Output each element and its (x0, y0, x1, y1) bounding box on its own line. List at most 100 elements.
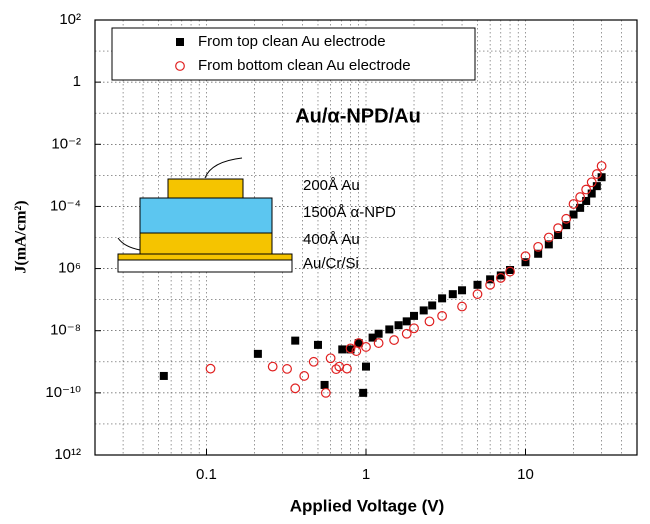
legend: From top clean Au electrode From bottom c… (111, 27, 476, 81)
point (362, 362, 370, 371)
point (592, 182, 601, 191)
point (591, 169, 602, 179)
point (290, 383, 301, 394)
wire (204, 157, 243, 179)
legend-label: From top clean Au electrode (198, 33, 386, 50)
y-tick-label: 10⁻⁴ (50, 197, 81, 214)
y-tick-label: 10⁶ (58, 260, 81, 277)
point (320, 380, 329, 389)
point (409, 323, 419, 334)
point (401, 328, 412, 339)
point (596, 161, 607, 171)
point (346, 345, 355, 354)
point (562, 221, 571, 230)
point (308, 356, 319, 367)
npd-layer (139, 197, 273, 234)
y-axis-label: J(mA/cm²) (13, 200, 30, 273)
point (575, 192, 586, 202)
point (385, 325, 394, 334)
point (544, 240, 553, 249)
point (320, 387, 331, 398)
y-tick-label: 10⁻¹⁰ (45, 384, 81, 401)
point (473, 280, 482, 289)
point (597, 173, 606, 182)
layer-label: 400Å Au (303, 231, 360, 248)
layer-label: Au/Cr/Si (303, 255, 359, 272)
y-tick-label: 10¹² (54, 446, 81, 463)
point (582, 196, 591, 205)
point (520, 251, 531, 262)
point (472, 289, 483, 300)
y-tick-label: 10⁻⁸ (50, 322, 81, 339)
substrate (117, 259, 293, 273)
point (389, 335, 399, 345)
point (448, 290, 457, 299)
point (458, 286, 467, 295)
point (424, 316, 435, 327)
grid (95, 19, 637, 456)
point (331, 364, 342, 375)
point (253, 349, 262, 358)
point (553, 223, 563, 234)
point (586, 177, 597, 188)
point (534, 249, 543, 258)
y-tick-label: 10² (59, 11, 81, 28)
x-axis-label: Applied Voltage (V) (290, 496, 445, 515)
point (338, 345, 347, 354)
point (402, 317, 411, 326)
point (561, 213, 572, 224)
y-tick-label: 1 (73, 73, 81, 90)
point (505, 266, 515, 277)
inset-diagram: 200Å Au 1500Å α-NPD 400Å Au Au/Cr/Si (117, 157, 396, 273)
point (325, 353, 336, 364)
point (554, 231, 563, 240)
wire (117, 237, 141, 251)
point (581, 184, 592, 195)
point (521, 258, 530, 267)
point (205, 363, 216, 374)
point (485, 279, 496, 290)
layer-label: 1500Å α-NPD (303, 204, 396, 221)
point (410, 311, 419, 320)
point (361, 342, 371, 352)
point (368, 333, 377, 342)
x-tick-label: 10 (517, 466, 534, 483)
legend-marker (176, 38, 184, 46)
point (394, 321, 403, 330)
x-tick-label: 0.1 (196, 466, 217, 483)
point (437, 310, 448, 321)
x-tick-label: 1 (362, 466, 370, 483)
point (374, 329, 383, 338)
point (419, 306, 428, 315)
point (438, 294, 447, 303)
legend-box (111, 27, 476, 81)
point (533, 241, 544, 252)
point (486, 275, 495, 284)
y-tick-label: 10⁻² (51, 135, 81, 152)
layer-label: 200Å Au (303, 177, 360, 194)
point (496, 271, 505, 280)
point (428, 301, 437, 310)
point (354, 339, 363, 348)
point (576, 203, 585, 212)
point (282, 364, 292, 374)
bottom-au (139, 232, 273, 255)
top-au (167, 178, 244, 199)
annotation: Au/α-NPD/Au (295, 105, 421, 127)
point (342, 363, 352, 374)
point (267, 361, 278, 372)
point (495, 273, 506, 283)
base-layer (117, 253, 293, 261)
legend-label: From bottom clean Au electrode (198, 57, 411, 74)
point (568, 199, 579, 209)
point (353, 338, 364, 348)
point (587, 189, 596, 198)
marks (159, 161, 607, 398)
point (359, 388, 368, 397)
point (543, 232, 554, 243)
point (299, 371, 310, 381)
point (457, 301, 467, 312)
point (569, 210, 578, 219)
